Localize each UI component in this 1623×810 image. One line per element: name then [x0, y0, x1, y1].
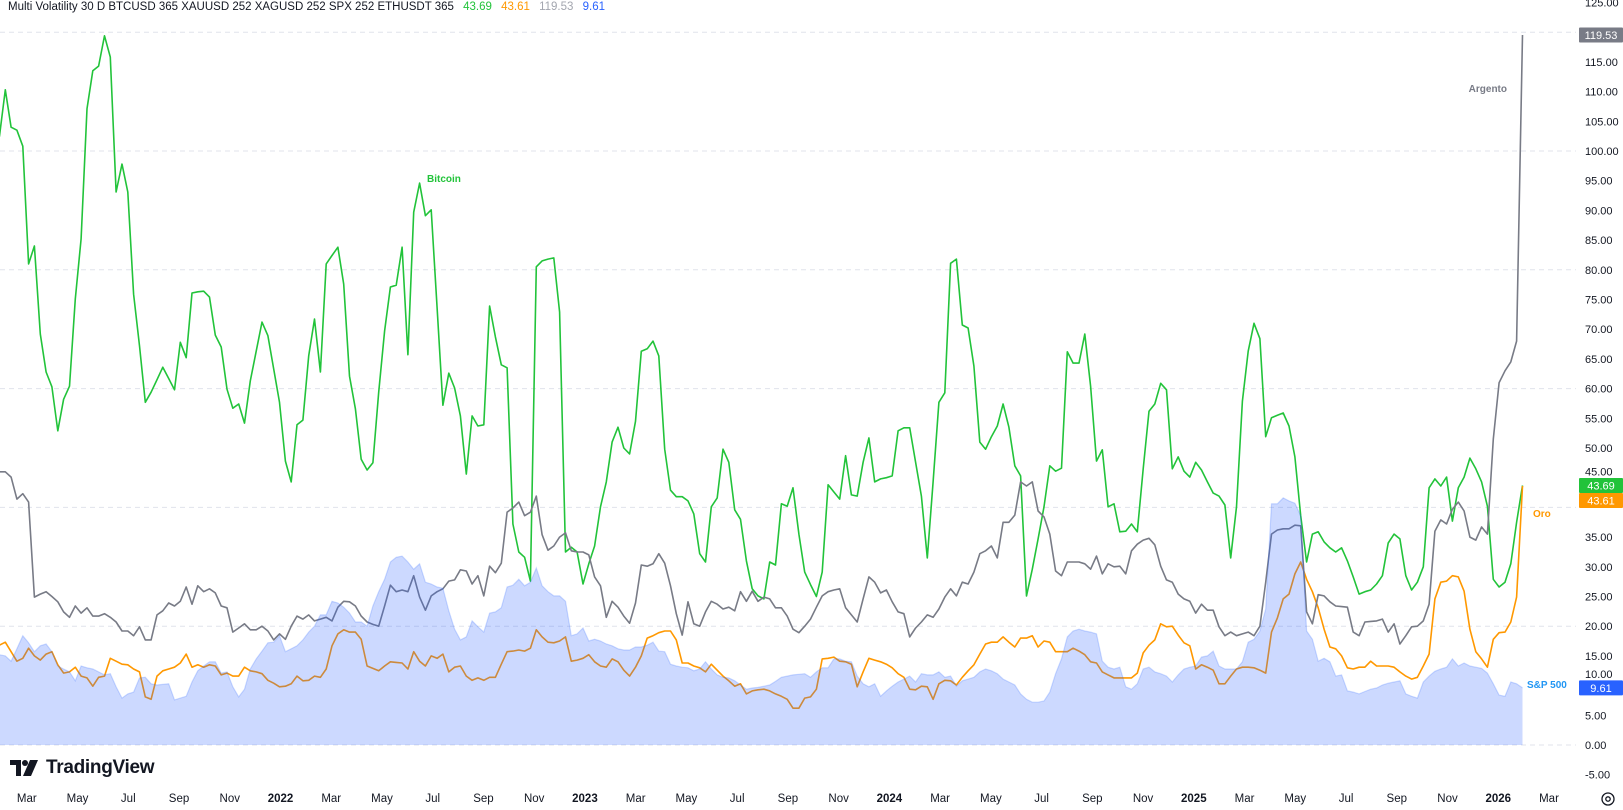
price-box-value: 9.61 — [1590, 683, 1611, 695]
y-tick-label: 60.00 — [1585, 384, 1613, 396]
series-xagusd-line — [0, 34, 1524, 645]
x-tick-label: Mar — [1235, 793, 1255, 805]
x-tick-label: May — [980, 793, 1002, 805]
series-spx-line — [0, 497, 1523, 703]
x-tick-label: 2022 — [268, 793, 294, 805]
y-tick-label: 35.00 — [1585, 532, 1613, 544]
x-tick-label: Sep — [778, 793, 798, 805]
x-tick-label: 2023 — [572, 793, 598, 805]
tradingview-logo[interactable]: TradingView — [10, 757, 155, 779]
series-label-spx: S&P 500 — [1527, 680, 1567, 691]
price-box-bg — [1579, 477, 1623, 493]
y-tick-label: 100.00 — [1585, 146, 1619, 158]
y-tick-label: 75.00 — [1585, 295, 1613, 307]
y-tick-label: 25.00 — [1585, 592, 1613, 604]
price-box-value: 43.61 — [1587, 495, 1615, 507]
tradingview-logo-icon — [10, 760, 38, 776]
y-tick-label: 50.00 — [1585, 443, 1613, 455]
x-tick-label: Sep — [1082, 793, 1102, 805]
indicator-legend[interactable]: Multi Volatility 30 D BTCUSD 365 XAUUSD … — [8, 1, 605, 13]
y-tick-label: 45.00 — [1585, 466, 1613, 478]
spx-last-value: 9.61 — [582, 1, 606, 13]
logo-text: TradingView — [46, 757, 155, 778]
gear-icon[interactable] — [1600, 791, 1616, 807]
x-tick-label: Jul — [730, 793, 745, 805]
x-tick-label: Mar — [930, 793, 950, 805]
last-price-box-spx: 9.61 — [1579, 680, 1623, 696]
x-tick-label: 2024 — [877, 793, 903, 805]
x-tick-label: Sep — [169, 793, 189, 805]
y-tick-label: 0.00 — [1585, 740, 1606, 752]
x-tick-label: Mar — [1539, 793, 1559, 805]
x-tick-label: Mar — [17, 793, 37, 805]
y-tick-label: 80.00 — [1585, 265, 1613, 277]
x-tick-label: Sep — [473, 793, 493, 805]
x-tick-label: May — [1284, 793, 1306, 805]
y-tick-label: 70.00 — [1585, 324, 1613, 336]
last-price-box-btcusd: 43.69 — [1579, 477, 1623, 493]
gridlines — [0, 31, 1576, 746]
x-tick-label: Nov — [1133, 793, 1154, 805]
y-tick-label: 105.00 — [1585, 116, 1619, 128]
price-axis[interactable]: 125.00 115.00 110.00 105.00 100.00 95.00 90.00… — [1585, 0, 1619, 782]
x-tick-label: Jul — [1034, 793, 1049, 805]
y-tick-label: 15.00 — [1585, 651, 1613, 663]
x-tick-label: Nov — [524, 793, 545, 805]
y-tick-label: 85.00 — [1585, 235, 1613, 247]
gold-last-value: 43.61 — [501, 1, 530, 13]
price-box-value: 43.69 — [1587, 480, 1615, 492]
series-label-xauusd: Oro — [1533, 509, 1551, 520]
x-tick-label: Jul — [121, 793, 136, 805]
series-label-xagusd: Argento — [1469, 84, 1507, 95]
price-box-value: 119.53 — [1585, 30, 1618, 42]
y-tick-label: 65.00 — [1585, 354, 1613, 366]
x-tick-label: Jul — [425, 793, 440, 805]
y-tick-label: 10.00 — [1585, 669, 1613, 681]
x-tick-label: Jul — [1339, 793, 1354, 805]
x-tick-label: May — [67, 793, 89, 805]
btc-last-value: 43.69 — [463, 1, 492, 13]
x-tick-label: Nov — [1437, 793, 1458, 805]
x-tick-label: Nov — [220, 793, 241, 805]
indicator-title: Multi Volatility 30 D BTCUSD 365 XAUUSD … — [8, 1, 454, 13]
y-tick-label: 20.00 — [1585, 621, 1613, 633]
price-box-bg — [1579, 27, 1623, 43]
silver-last-value: 119.53 — [539, 1, 574, 13]
x-tick-label: May — [371, 793, 393, 805]
x-tick-label: 2026 — [1485, 793, 1511, 805]
x-tick-label: Mar — [626, 793, 646, 805]
y-tick-label: 125.00 — [1585, 0, 1619, 10]
x-tick-label: Sep — [1387, 793, 1407, 805]
y-tick-label: 110.00 — [1585, 87, 1618, 99]
last-price-labels: 119.53 43.69 43.61 9.61 — [1579, 27, 1623, 696]
y-tick-label: 90.00 — [1585, 205, 1613, 217]
y-tick-label: 5.00 — [1585, 710, 1606, 722]
series-spx-area — [0, 497, 1523, 745]
price-box-bg — [1579, 492, 1623, 508]
series-btcusd-line — [0, 35, 1524, 600]
series-xauusd-line — [0, 485, 1524, 709]
x-tick-label: May — [676, 793, 698, 805]
y-tick-label: 30.00 — [1585, 562, 1613, 574]
y-tick-label: -5.00 — [1585, 770, 1610, 782]
x-tick-label: 2025 — [1181, 793, 1207, 805]
series-labels: Bitcoin Oro Argento S&P 500 — [427, 84, 1567, 691]
y-tick-label: 95.00 — [1585, 176, 1613, 188]
price-box-bg — [1579, 680, 1623, 696]
y-tick-label: 55.00 — [1585, 413, 1613, 425]
series-layer — [0, 34, 1524, 745]
x-tick-label: Mar — [321, 793, 341, 805]
series-label-btcusd: Bitcoin — [427, 174, 461, 185]
last-price-box-xauusd: 43.61 — [1579, 492, 1623, 508]
y-tick-label: 115.00 — [1585, 57, 1618, 69]
time-axis[interactable]: Mar May Jul Sep Nov 2022 Mar May Jul Sep Nov 2023 Ma… — [17, 793, 1559, 805]
x-tick-label: Nov — [828, 793, 849, 805]
last-price-box-xagusd: 119.53 — [1579, 27, 1623, 43]
